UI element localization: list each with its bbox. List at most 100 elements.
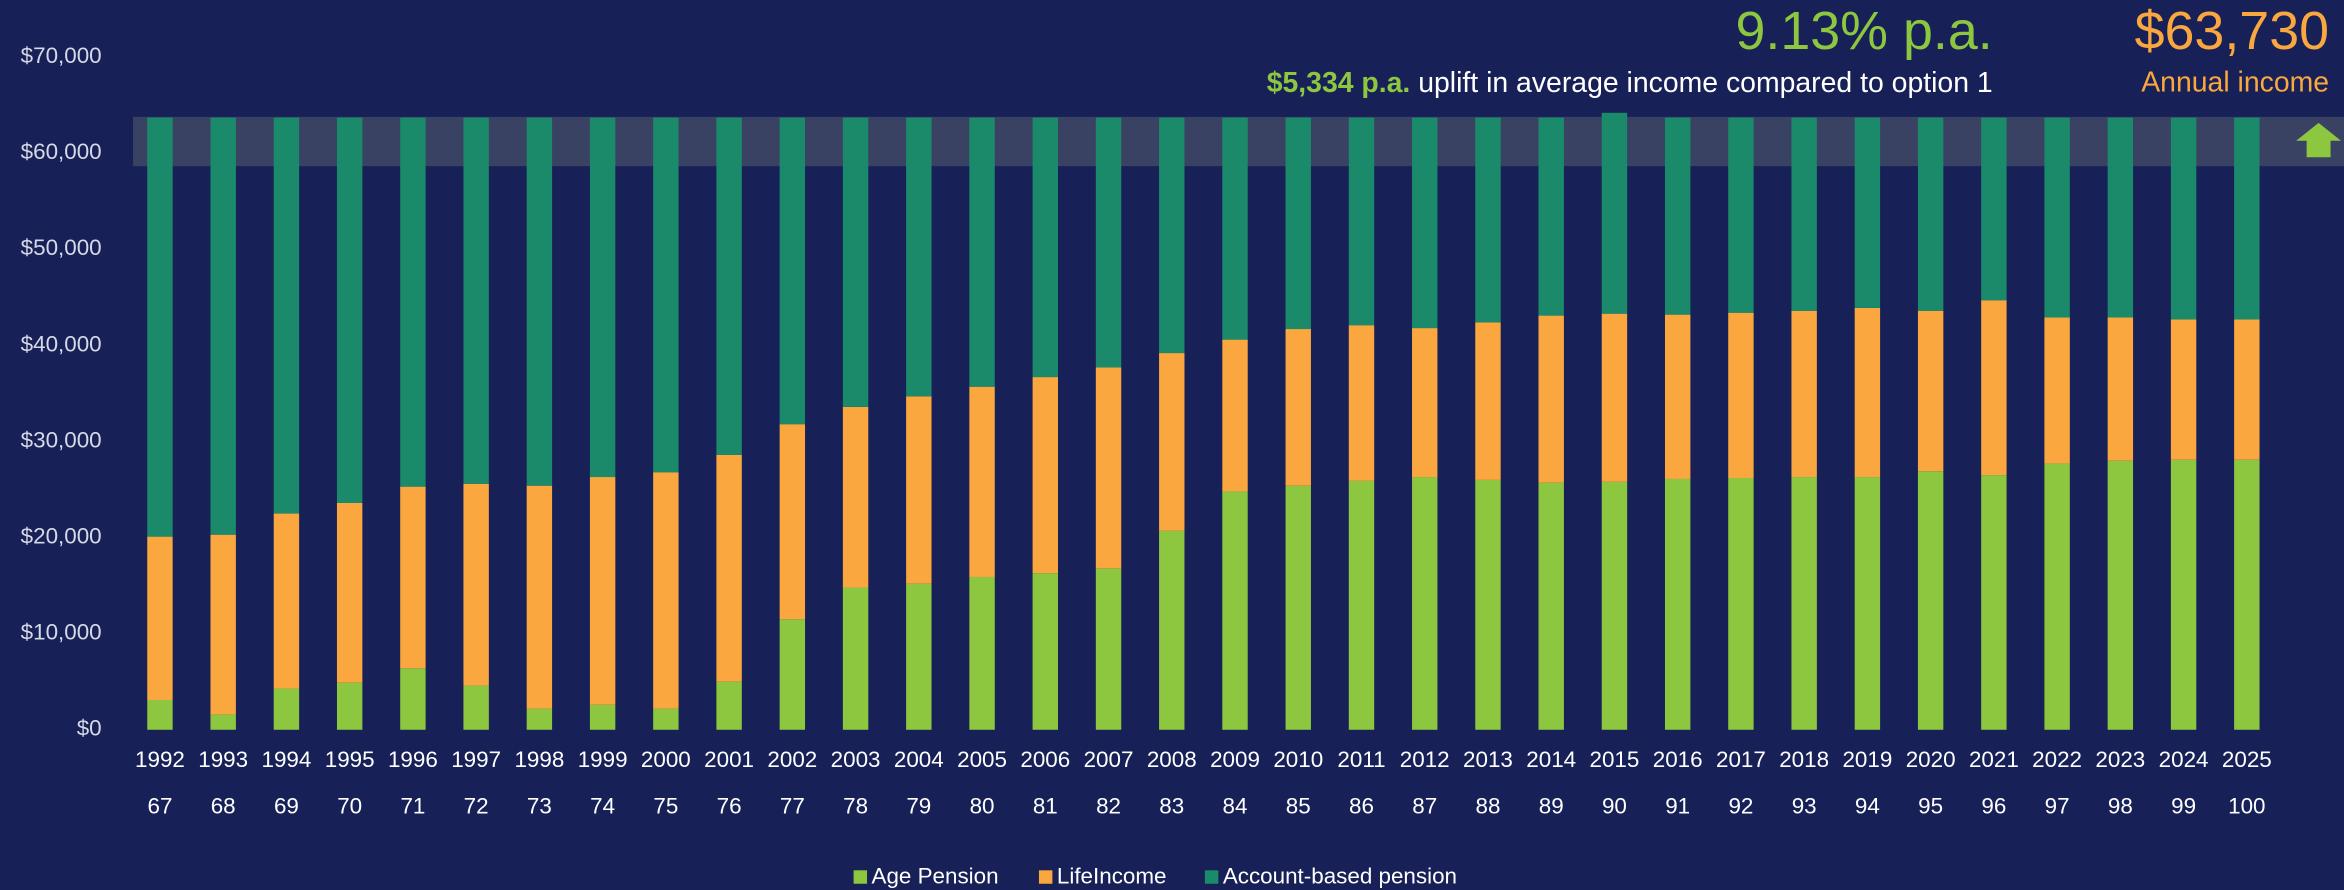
y-tick-label: $0	[77, 716, 102, 741]
age-label: 72	[464, 793, 489, 818]
bar-segment	[273, 513, 300, 689]
age-label: 81	[1033, 793, 1058, 818]
bar-segment	[1348, 325, 1375, 481]
x-tick-label: 2002	[767, 747, 817, 772]
age-label: 97	[2045, 793, 2070, 818]
bar-segment	[1095, 117, 1122, 368]
bar-segment	[2044, 463, 2070, 730]
headline: 9.13% p.a.	[1735, 1, 1992, 61]
bar-segment	[1728, 312, 1754, 478]
bar-segment	[653, 708, 679, 730]
x-tick-label: 2013	[1463, 747, 1513, 772]
bar-segment	[1475, 479, 1501, 730]
age-label: 75	[653, 793, 678, 818]
x-tick-label: 1996	[388, 747, 438, 772]
age-label: 84	[1223, 793, 1248, 818]
x-tick-label: 1995	[325, 747, 375, 772]
age-label: 82	[1096, 793, 1121, 818]
bar-segment	[526, 117, 553, 486]
x-tick-label: 2020	[1906, 747, 1956, 772]
bar-segment	[1538, 117, 1564, 316]
bar-segment	[1601, 112, 1628, 314]
age-label: 68	[211, 793, 236, 818]
age-label: 90	[1602, 793, 1627, 818]
bar-segment	[653, 472, 679, 709]
age-label: 89	[1539, 793, 1564, 818]
bar-segment	[779, 117, 806, 425]
age-label: 98	[2108, 793, 2133, 818]
bar-segment	[1664, 314, 1691, 479]
bar-segment	[969, 386, 995, 577]
legend-swatch	[853, 870, 868, 884]
x-tick-label: 2017	[1716, 747, 1766, 772]
bar-segment	[1601, 313, 1628, 482]
y-tick-label: $50,000	[21, 235, 102, 260]
bar-segment	[1285, 485, 1311, 730]
x-tick-label: 1997	[451, 747, 501, 772]
bar-segment	[779, 424, 806, 620]
bar-segment	[1412, 117, 1438, 329]
x-tick-label: 2005	[957, 747, 1007, 772]
bar-segment	[2107, 317, 2134, 461]
bar-segment	[2234, 117, 2260, 320]
bar-segment	[2107, 117, 2134, 318]
x-tick-label: 2024	[2159, 747, 2209, 772]
x-tick-label: 1994	[262, 747, 312, 772]
age-label: 70	[337, 793, 362, 818]
x-tick-label: 1998	[514, 747, 564, 772]
y-tick-label: $40,000	[21, 331, 102, 356]
x-tick-label: 2022	[2032, 747, 2082, 772]
bar-segment	[1095, 367, 1122, 569]
bar-segment	[906, 117, 932, 397]
bar-segment	[1222, 117, 1248, 340]
age-label: 71	[400, 793, 425, 818]
bar-segment	[1538, 482, 1564, 730]
uplift: $5,334 p.a.	[1267, 66, 1411, 98]
bar-segment	[463, 117, 489, 484]
uplift-text: uplift in average income compared to opt…	[1418, 66, 1992, 98]
bar-segment	[1285, 329, 1311, 486]
legend-label: LifeIncome	[1057, 864, 1167, 889]
income: $63,730	[2135, 1, 2329, 61]
bar-segment	[400, 486, 426, 669]
bar-segment	[1159, 530, 1185, 730]
age-label: 76	[717, 793, 742, 818]
bar-segment	[400, 668, 426, 730]
age-label: 79	[906, 793, 931, 818]
bar-segment	[1475, 322, 1501, 480]
x-tick-label: 2010	[1273, 747, 1323, 772]
bar-segment	[1159, 353, 1185, 531]
age-label: 73	[527, 793, 552, 818]
bar-segment	[210, 534, 236, 715]
bar-segment	[716, 454, 742, 682]
bar-segment	[1538, 315, 1564, 483]
bar-segment	[1981, 117, 2007, 301]
bar-segment	[1791, 117, 1817, 311]
age-label: 91	[1665, 793, 1690, 818]
x-tick-label: 2009	[1210, 747, 1260, 772]
x-tick-label: 2012	[1400, 747, 1450, 772]
x-tick-label: 2003	[831, 747, 881, 772]
bar-segment	[1917, 310, 1944, 472]
bar-segment	[463, 483, 489, 686]
bar-segment	[716, 117, 742, 455]
bar-segment	[906, 583, 932, 730]
bar-segment	[1791, 477, 1817, 730]
bar-segment	[2044, 317, 2070, 464]
bar-segment	[1032, 377, 1059, 574]
age-label: 85	[1286, 793, 1311, 818]
bar-segment	[273, 688, 300, 730]
bar-segment	[2170, 319, 2197, 460]
x-tick-label: 2023	[2095, 747, 2145, 772]
bar-segment	[1032, 573, 1059, 730]
bar-segment	[1664, 478, 1691, 730]
bar-segment	[842, 587, 869, 730]
bar-segment	[400, 117, 426, 487]
age-label: 80	[970, 793, 995, 818]
age-label: 95	[1918, 793, 1943, 818]
income-label: Annual income	[2141, 66, 2329, 98]
age-label: 67	[147, 793, 172, 818]
bar-segment	[1412, 477, 1438, 730]
bar-segment	[1095, 568, 1122, 730]
x-tick-label: 1993	[198, 747, 248, 772]
